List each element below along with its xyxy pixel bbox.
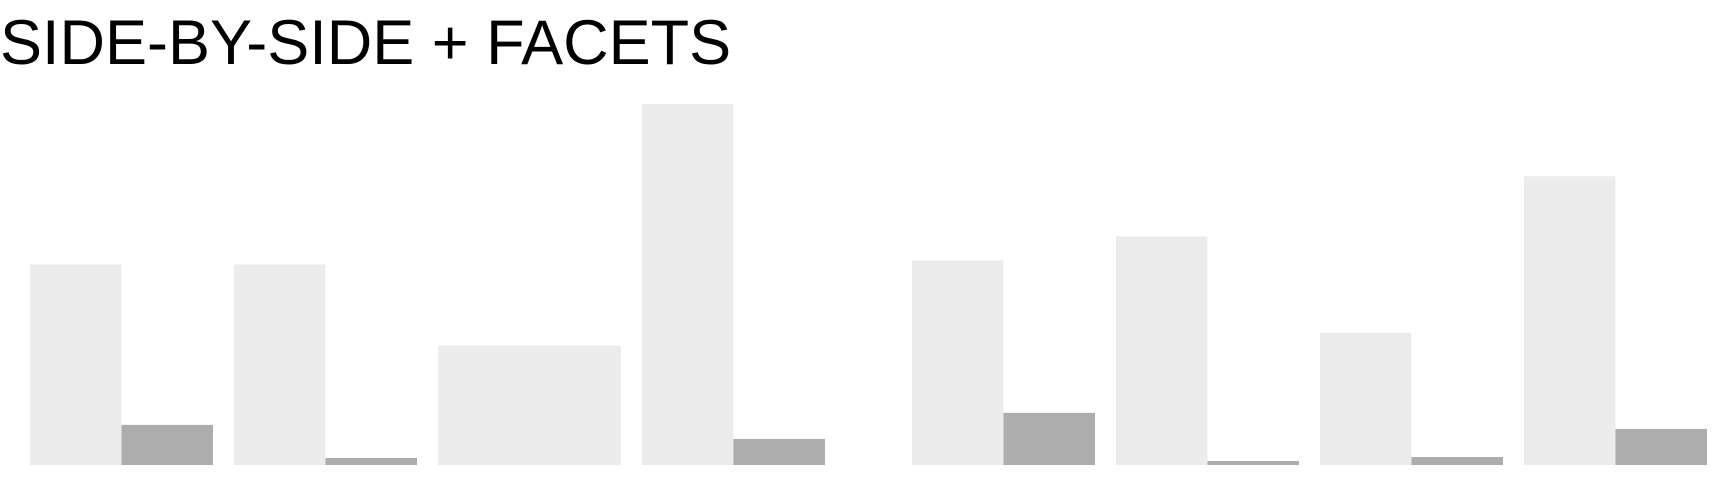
bar-facet2-group4-series2 (1615, 428, 1707, 465)
bar-facet1-group2-series1 (234, 264, 326, 465)
bar-facet1-group2-series2 (325, 457, 417, 465)
bar-facet1-group4-series2 (733, 438, 825, 465)
bar-facet2-group3-series2 (1411, 456, 1503, 465)
facet-1 (30, 104, 825, 465)
bar-facet2-group4-series1 (1524, 176, 1616, 465)
bar-facet2-group3-series1 (1320, 332, 1412, 465)
bar-facet1-group1-series2 (121, 424, 213, 465)
bar-facet2-group1-series2 (1003, 412, 1095, 465)
facet-2 (912, 176, 1707, 465)
bar-facet2-group1-series1 (912, 260, 1004, 465)
bar-facet1-group1-series1 (30, 264, 122, 465)
chart-title: SIDE-BY-SIDE + FACETS (0, 8, 732, 78)
bar-facet1-group3-series1 (438, 345, 621, 465)
bar-facet1-group4-series1 (642, 104, 734, 465)
bar-facet2-group2-series1 (1116, 236, 1208, 465)
bar-facet2-group2-series2 (1207, 460, 1299, 465)
